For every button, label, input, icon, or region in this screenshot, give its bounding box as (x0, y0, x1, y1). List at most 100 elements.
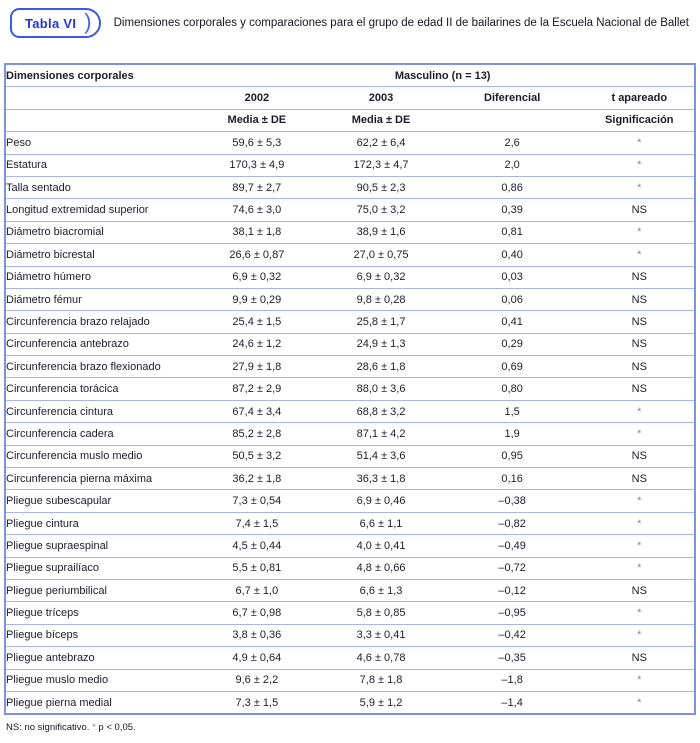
value-2002: 25,4 ± 1,5 (191, 310, 323, 334)
dimension-label: Circunferencia muslo medio (5, 444, 192, 468)
dimension-label: Pliegue subescapular (5, 489, 192, 513)
value-diferencial: –0,12 (439, 578, 585, 602)
value-2003: 3,3 ± 0,41 (322, 623, 440, 647)
value-2002: 87,2 ± 2,9 (191, 377, 323, 401)
value-diferencial: 0,03 (439, 265, 585, 289)
value-2002: 27,9 ± 1,8 (191, 355, 323, 378)
value-diferencial: –0,49 (439, 534, 585, 558)
header-row-years: 2002 2003 Diferencial t apareado (5, 86, 695, 110)
value-2002: 74,6 ± 3,0 (191, 198, 323, 222)
table-row: Circunferencia torácica 87,2 ± 2,9 88,0 … (5, 377, 695, 401)
value-2003: 6,6 ± 1,1 (322, 511, 440, 535)
value-diferencial: 0,86 (439, 175, 585, 199)
value-significacion: * (584, 422, 695, 446)
table-row: Diámetro biacromial 38,1 ± 1,8 38,9 ± 1,… (5, 220, 695, 244)
value-2003: 51,4 ± 3,6 (322, 444, 440, 468)
value-significacion: * (584, 220, 695, 244)
value-significacion: NS (584, 467, 695, 490)
value-diferencial: –0,42 (439, 623, 585, 647)
value-2002: 9,6 ± 2,2 (191, 668, 323, 692)
table-row: Circunferencia antebrazo 24,6 ± 1,2 24,9… (5, 332, 695, 356)
value-significacion: * (584, 399, 695, 423)
dimension-label: Circunferencia cadera (5, 422, 192, 446)
value-2002: 67,4 ± 3,4 (191, 399, 323, 423)
footnote-asterisk: * (92, 722, 96, 734)
value-significacion: * (584, 556, 695, 580)
body-dimensions-table: Dimensiones corporales Masculino (n = 13… (4, 63, 696, 716)
value-diferencial: 0,41 (439, 310, 585, 334)
table-row: Pliegue bíceps 3,8 ± 0,36 3,3 ± 0,41 –0,… (5, 623, 695, 647)
table-row: Talla sentado 89,7 ± 2,7 90,5 ± 2,3 0,86… (5, 175, 695, 199)
table-row: Peso 59,6 ± 5,3 62,2 ± 6,4 2,6 * (5, 131, 695, 155)
table-row: Circunferencia cintura 67,4 ± 3,4 68,8 ±… (5, 399, 695, 423)
col-header-significacion: Significación (584, 108, 695, 132)
value-2003: 4,6 ± 0,78 (322, 646, 440, 670)
value-2003: 38,9 ± 1,6 (322, 220, 440, 244)
value-diferencial: –0,95 (439, 601, 585, 625)
table-caption-row: Tabla VI ) Dimensiones corporales y comp… (10, 7, 700, 39)
value-significacion: * (584, 153, 695, 177)
dimension-label: Diámetro bicrestal (5, 243, 192, 267)
value-significacion: * (584, 534, 695, 558)
value-significacion: NS (584, 310, 695, 334)
table-row: Pliegue periumbilical 6,7 ± 1,0 6,6 ± 1,… (5, 578, 695, 602)
table-caption: Dimensiones corporales y comparaciones p… (113, 17, 689, 29)
dimension-label: Pliegue muslo medio (5, 668, 192, 692)
col-header-masculino: Masculino (n = 13) (394, 69, 491, 82)
dimension-label: Pliegue periumbilical (5, 578, 192, 602)
dimension-label: Diámetro fémur (5, 287, 192, 311)
value-2003: 5,9 ± 1,2 (322, 690, 440, 715)
col-header-2003: 2003 (322, 86, 440, 110)
value-diferencial: 0,69 (439, 355, 585, 378)
value-2003: 87,1 ± 4,2 (322, 422, 440, 446)
value-2003: 7,8 ± 1,8 (322, 668, 440, 692)
value-2003: 5,8 ± 0,85 (322, 601, 440, 625)
dimension-label: Pliegue suprailíaco (5, 556, 192, 580)
value-2002: 50,5 ± 3,2 (191, 444, 323, 468)
value-2003: 4,8 ± 0,66 (322, 556, 440, 580)
value-significacion: * (584, 668, 695, 692)
value-2002: 4,9 ± 0,64 (191, 646, 323, 670)
value-diferencial: 2,6 (439, 131, 585, 155)
dimension-label: Circunferencia brazo relajado (5, 310, 192, 334)
table-row: Pliegue subescapular 7,3 ± 0,54 6,9 ± 0,… (5, 489, 695, 513)
value-diferencial: –0,72 (439, 556, 585, 580)
table-row: Pliegue antebrazo 4,9 ± 0,64 4,6 ± 0,78 … (5, 646, 695, 670)
value-significacion: NS (584, 377, 695, 401)
table-header: Dimensiones corporales Masculino (n = 13… (5, 64, 695, 132)
col-header-2002: 2002 (191, 86, 323, 110)
value-significacion: * (584, 489, 695, 513)
dimension-label: Longitud extremidad superior (5, 198, 192, 222)
value-diferencial: 0,40 (439, 243, 585, 267)
value-diferencial: –0,35 (439, 646, 585, 670)
value-diferencial: –0,38 (439, 489, 585, 513)
value-significacion: * (584, 243, 695, 267)
value-diferencial: 1,5 (439, 399, 585, 423)
col-header-media-2002: Media ± DE (191, 108, 323, 132)
dimension-label: Diámetro húmero (5, 265, 192, 289)
header-spacer (439, 108, 585, 132)
value-2003: 68,8 ± 3,2 (322, 399, 440, 423)
value-diferencial: 1,9 (439, 422, 585, 446)
dimension-label: Talla sentado (5, 175, 192, 199)
value-2002: 36,2 ± 1,8 (191, 467, 323, 490)
value-significacion: NS (584, 287, 695, 311)
value-2002: 6,7 ± 1,0 (191, 578, 323, 602)
table-row: Circunferencia cadera 85,2 ± 2,8 87,1 ± … (5, 422, 695, 446)
value-2003: 90,5 ± 2,3 (322, 175, 440, 199)
table-row: Pliegue cintura 7,4 ± 1,5 6,6 ± 1,1 –0,8… (5, 511, 695, 535)
header-spacer (5, 86, 192, 110)
dimension-label: Circunferencia brazo flexionado (5, 355, 192, 378)
value-diferencial: –1,8 (439, 668, 585, 692)
value-2003: 25,8 ± 1,7 (322, 310, 440, 334)
value-2002: 6,9 ± 0,32 (191, 265, 323, 289)
table-number-badge: Tabla VI ) (10, 8, 101, 38)
dimension-label: Circunferencia torácica (5, 377, 192, 401)
header-spacer (5, 108, 192, 132)
dimension-label: Pliegue bíceps (5, 623, 192, 647)
value-2002: 59,6 ± 5,3 (191, 131, 323, 155)
dimension-label: Estatura (5, 153, 192, 177)
header-row-group: Dimensiones corporales Masculino (n = 13… (5, 64, 695, 87)
value-2002: 170,3 ± 4,9 (191, 153, 323, 177)
dimension-label: Pliegue cintura (5, 511, 192, 535)
